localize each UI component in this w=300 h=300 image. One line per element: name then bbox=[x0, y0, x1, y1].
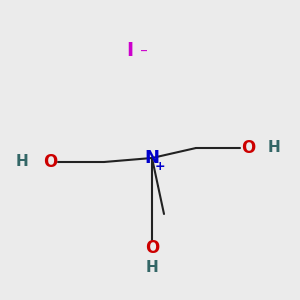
Text: O: O bbox=[241, 139, 255, 157]
Text: H: H bbox=[146, 260, 158, 275]
Text: H: H bbox=[15, 154, 28, 169]
Text: ⁻: ⁻ bbox=[140, 46, 148, 62]
Text: O: O bbox=[145, 239, 159, 257]
Text: I: I bbox=[126, 40, 134, 59]
Text: O: O bbox=[43, 153, 57, 171]
Text: +: + bbox=[155, 160, 165, 172]
Text: N: N bbox=[145, 149, 160, 167]
Text: H: H bbox=[268, 140, 281, 155]
